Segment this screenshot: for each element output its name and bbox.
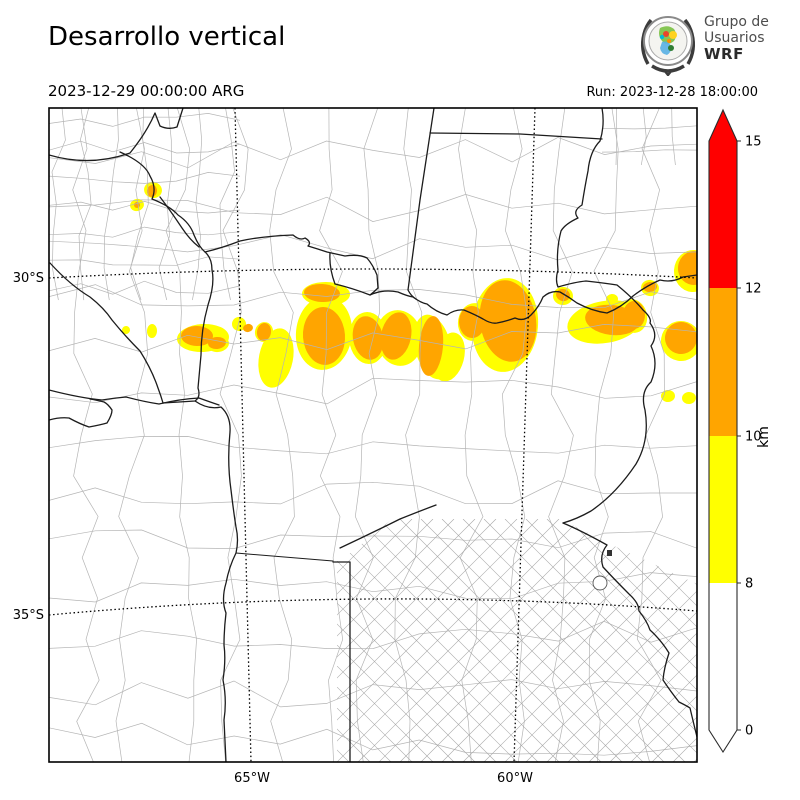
colorbar: 15 12 10 8 0 km: [708, 108, 772, 754]
border-cordoba-north: [369, 274, 697, 324]
colorbar-tick-label: 8: [745, 577, 753, 592]
border-santiago-riser: [329, 252, 379, 296]
wrf-globe-icon: [640, 16, 696, 76]
colorbar-tick-label: 12: [745, 282, 762, 297]
valid-time-label: 2023-12-29 00:00:00 ARG: [48, 82, 245, 100]
logo-line-3: WRF: [704, 45, 744, 63]
coast-bay: [592, 575, 608, 591]
border-lapampa-north: [235, 552, 334, 562]
wrf-logo-text: Grupo de Usuarios WRF: [704, 14, 769, 62]
lat-label: 35°S: [13, 608, 44, 623]
border-tucuman-link: [159, 196, 200, 248]
lon-label: 60°W: [497, 771, 533, 786]
cloud-top-height-blobs: [122, 181, 697, 405]
map-frame: [48, 107, 698, 763]
colorbar-segment: [709, 288, 737, 436]
border-santafe-west: [407, 108, 435, 300]
border-buenosaires-west: [332, 561, 351, 762]
border-sanjuan-north: [49, 389, 220, 406]
urban-area-mark: [607, 550, 612, 556]
border-salta-north: [49, 108, 184, 162]
parallel-line: [48, 598, 698, 616]
logo-line-2: Usuarios: [704, 30, 765, 46]
lon-label: 65°W: [234, 771, 270, 786]
border-larioja-east: [162, 269, 214, 404]
border-cordoba-lapampa: [339, 504, 437, 549]
border-chaco-santafe: [429, 132, 603, 140]
colorbar-tick-label: 0: [745, 724, 753, 739]
border-salta-santiago: [204, 234, 379, 289]
page-title: Desarrollo vertical: [48, 22, 286, 52]
province-boundaries: [49, 108, 697, 762]
border-parana-river: [555, 108, 656, 524]
border-sanjuan-loop: [49, 398, 113, 428]
colorbar-segment: [709, 583, 737, 730]
colorbar-tick-label: 15: [745, 135, 762, 150]
logo-line-1: Grupo de: [704, 14, 769, 30]
lat-label: 30°S: [13, 271, 44, 286]
border-rio-de-la-plata-coast: [562, 522, 697, 738]
buenos-aires-department-grid: [337, 519, 697, 762]
border-larioja-sierra: [49, 262, 164, 404]
colorbar-under-arrow: [709, 730, 737, 752]
department-boundaries: [49, 108, 697, 762]
colorbar-tick-label: 10: [745, 430, 762, 445]
wrf-logo: Grupo de Usuarios WRF: [638, 8, 769, 76]
colorbar-over-arrow: [709, 110, 737, 141]
colorbar-unit-label: km: [756, 426, 772, 448]
run-time-label: Run: 2023-12-28 18:00:00: [586, 85, 758, 100]
border-catamarca: [119, 151, 213, 271]
parallel-line: [48, 268, 698, 279]
colorbar-segment: [709, 436, 737, 583]
meridian-line: [234, 107, 252, 763]
colorbar-segment: [709, 141, 737, 288]
axis-tick-labels: 30°S 35°S 65°W 60°W: [13, 271, 533, 786]
latlon-gridlines: [48, 107, 698, 763]
